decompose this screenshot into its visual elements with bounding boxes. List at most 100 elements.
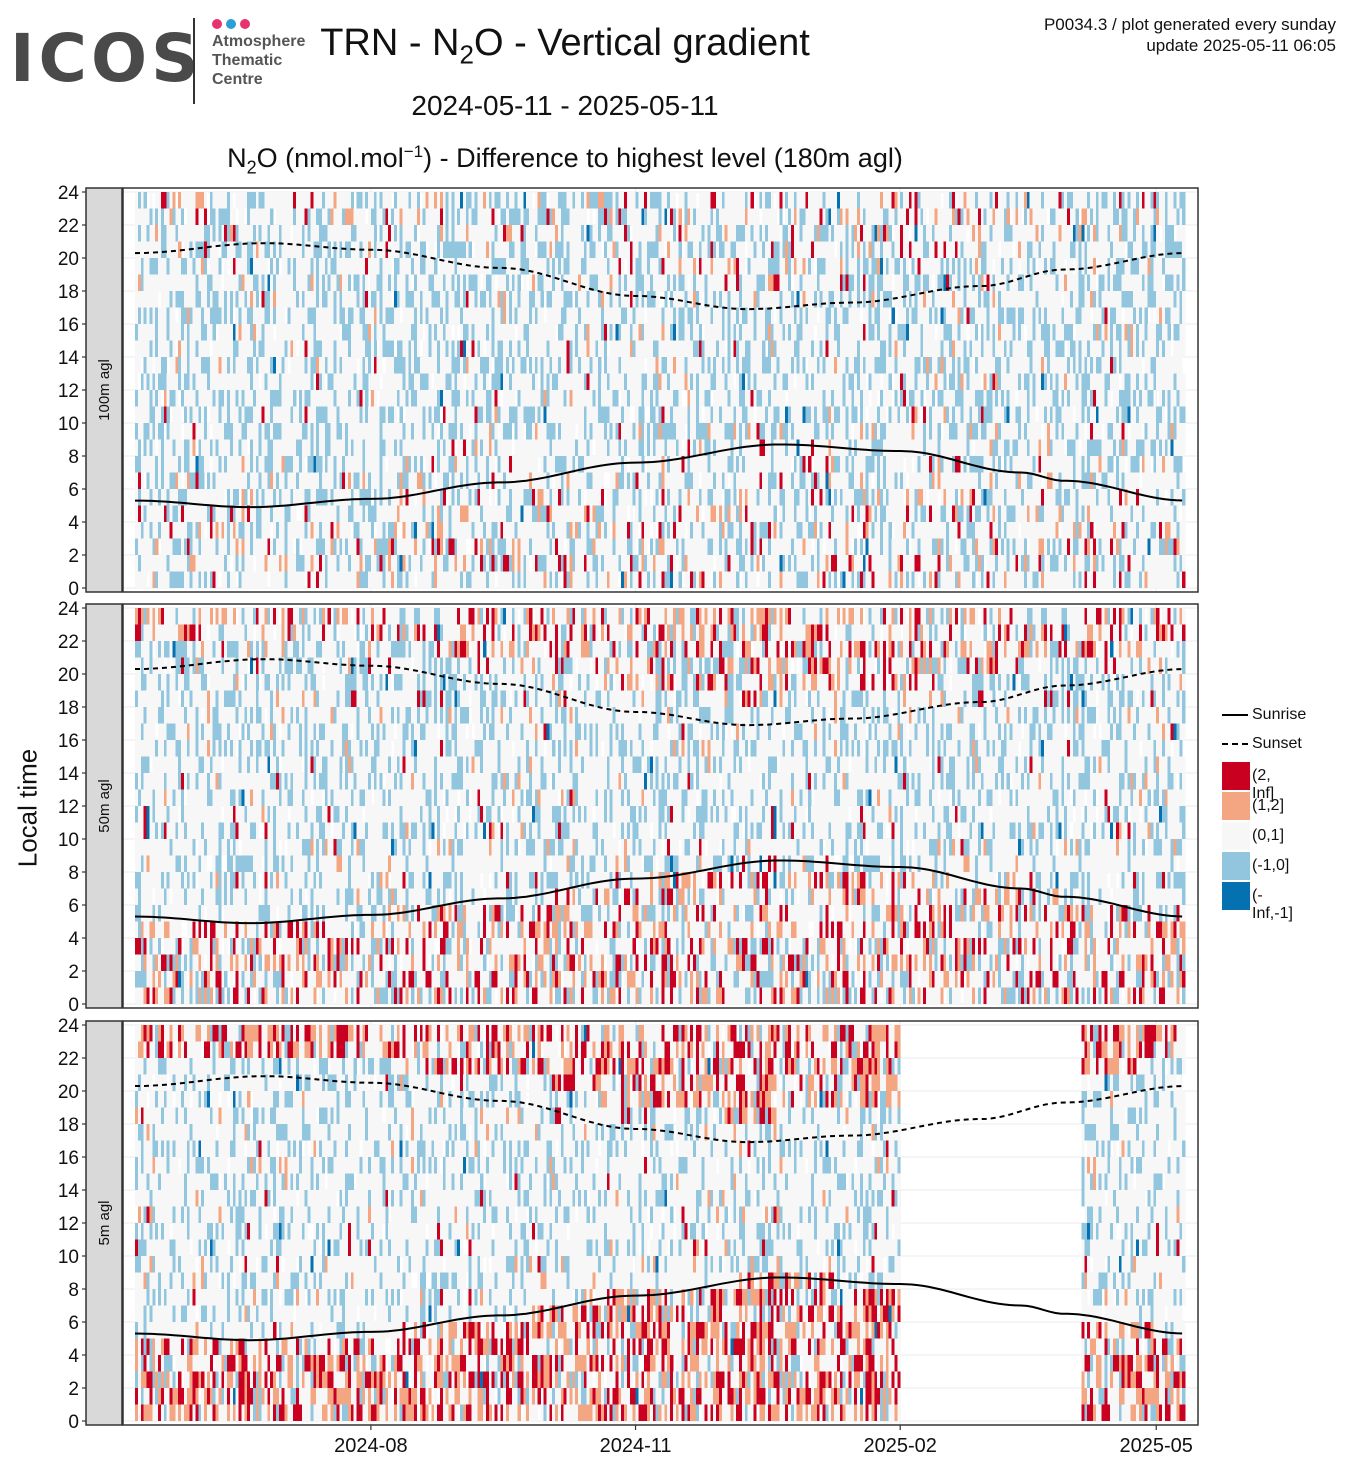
heatmap-cell [178,407,181,424]
heatmap-cell [474,423,477,440]
heatmap-cell [483,555,486,572]
heatmap-cell [236,555,239,572]
heatmap-cell [667,440,670,457]
heatmap-cell [713,242,716,259]
heatmap-cell [472,407,475,424]
heatmap-cell [138,489,141,506]
heatmap-cell [624,473,627,490]
heatmap-cell [210,572,213,589]
heatmap-cell [641,423,644,440]
heatmap-cell [377,423,380,440]
heatmap-cell [449,192,452,209]
heatmap-cell [598,539,601,556]
heatmap-cell [745,308,748,325]
heatmap-cell [216,308,219,325]
heatmap-cell [506,225,509,242]
heatmap-cell [454,539,457,556]
heatmap-cell [218,456,221,473]
heatmap-cell [702,242,705,259]
heatmap-cell [486,324,489,341]
heatmap-cell [178,324,181,341]
heatmap-cell [549,522,552,539]
heatmap-cell [558,423,561,440]
heatmap-cell [630,423,633,440]
heatmap-cell [664,489,667,506]
heatmap-cell [460,440,463,457]
heatmap-cell [690,572,693,589]
heatmap-cell [233,324,236,341]
heatmap-cell [719,440,722,457]
heatmap-cell [405,308,408,325]
heatmap-cell [336,357,339,374]
heatmap-cell [621,555,624,572]
heatmap-cell [472,374,475,391]
heatmap-cell [213,225,216,242]
heatmap-cell [621,341,624,358]
heatmap-cell [354,407,357,424]
heatmap-cell [684,555,687,572]
heatmap-cell [357,473,360,490]
heatmap-cell [362,456,365,473]
heatmap-cell [342,341,345,358]
heatmap-cell [270,275,273,292]
heatmap-cell [287,473,290,490]
heatmap-cell [659,275,662,292]
heatmap-cell [172,258,175,275]
heatmap-cell [477,489,480,506]
heatmap-cell [308,258,311,275]
heatmap-cell [382,506,385,523]
heatmap-cell [420,539,423,556]
heatmap-cell [728,225,731,242]
heatmap-cell [371,275,374,292]
heatmap-cell [555,522,558,539]
heatmap-cell [592,572,595,589]
heatmap-cell [664,423,667,440]
heatmap-cell [716,506,719,523]
heatmap-cell [451,539,454,556]
heatmap-cell [541,192,544,209]
heatmap-cell [615,555,618,572]
heatmap-cell [492,555,495,572]
heatmap-cell [561,209,564,226]
heatmap-cell [147,225,150,242]
heatmap-cell [541,225,544,242]
heatmap-cell [144,192,147,209]
heatmap-cell [495,324,498,341]
heatmap-cell [618,291,621,308]
heatmap-cell [152,258,155,275]
heatmap-cell [526,308,529,325]
heatmap-cell [147,390,150,407]
heatmap-cell [644,440,647,457]
heatmap-cell [149,407,152,424]
heatmap-cell [615,324,618,341]
heatmap-cell [667,275,670,292]
heatmap-cell [371,209,374,226]
heatmap-cell [584,539,587,556]
heatmap-cell [216,258,219,275]
heatmap-cell [417,473,420,490]
heatmap-cell [532,473,535,490]
heatmap-cell [233,440,236,457]
heatmap-cell [673,192,676,209]
heatmap-cell [224,275,227,292]
heatmap-cell [325,555,328,572]
heatmap-cell [661,258,664,275]
heatmap-cell [641,522,644,539]
heatmap-cell [702,341,705,358]
heatmap-cell [308,242,311,259]
heatmap-cell [500,357,503,374]
heatmap-cell [733,390,736,407]
heatmap-cell [601,341,604,358]
heatmap-cell [285,423,288,440]
heatmap-cell [187,555,190,572]
heatmap-cell [564,522,567,539]
heatmap-cell [618,275,621,292]
heatmap-cell [426,324,429,341]
heatmap-cell [155,291,158,308]
heatmap-cell [613,489,616,506]
heatmap-cell [336,522,339,539]
heatmap-cell [328,209,331,226]
heatmap-cell [230,308,233,325]
heatmap-cell [693,324,696,341]
heatmap-cell [728,209,731,226]
